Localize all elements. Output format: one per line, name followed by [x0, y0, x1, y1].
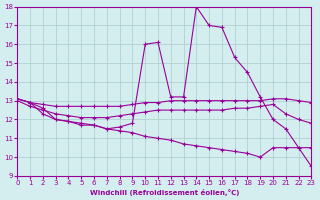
X-axis label: Windchill (Refroidissement éolien,°C): Windchill (Refroidissement éolien,°C) [90, 189, 239, 196]
